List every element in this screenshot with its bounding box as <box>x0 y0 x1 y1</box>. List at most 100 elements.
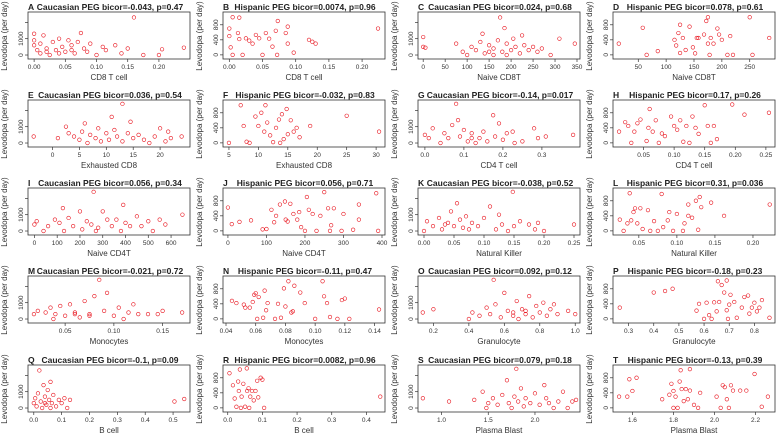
data-point <box>640 226 645 232</box>
data-point <box>712 300 717 305</box>
scatter-panel-n: N Hispanic PEG bicor=-0.11, p=0.47 0.04 0.0… <box>195 264 390 352</box>
data-point <box>226 140 232 145</box>
data-point <box>490 396 496 401</box>
x-tick-label: 100 <box>462 64 473 71</box>
data-point <box>237 219 242 224</box>
data-point <box>288 118 293 123</box>
data-point <box>45 387 50 393</box>
x-tick-label: 0.2 <box>498 152 507 159</box>
data-point <box>291 50 296 55</box>
data-point <box>634 375 639 380</box>
x-tick-label: 0.20 <box>356 64 369 71</box>
data-point <box>284 106 289 112</box>
data-point <box>85 140 90 146</box>
data-point <box>250 299 255 305</box>
data-point <box>123 220 128 225</box>
x-tick-label: 0.2 <box>293 417 302 424</box>
panel-title: Hispanic PEG bicor=-0.032, p=0.83 <box>235 90 375 100</box>
data-point <box>675 405 680 410</box>
data-point <box>421 34 426 40</box>
data-point <box>671 405 676 410</box>
data-point <box>238 103 243 108</box>
data-point <box>463 214 469 219</box>
x-tick-label: 100 <box>661 64 672 71</box>
panel-letter: Q <box>28 355 35 365</box>
data-point <box>682 221 687 226</box>
x-axis-label: B cell <box>99 426 119 435</box>
x-tick-label: 1.8 <box>669 417 678 424</box>
data-point <box>236 388 241 394</box>
data-point <box>705 123 710 129</box>
data-point <box>724 278 729 283</box>
data-point <box>32 38 37 43</box>
x-tick-label: 0 <box>421 64 425 71</box>
data-point <box>234 404 239 409</box>
data-point <box>374 191 379 196</box>
data-point <box>78 30 84 36</box>
x-axis-label: CD8 T cell <box>285 73 322 82</box>
x-axis-label: Natural Killer <box>671 249 717 258</box>
panel-letter: T <box>613 355 619 365</box>
plot-frame <box>417 364 581 413</box>
data-point <box>163 222 168 227</box>
panel-title: Caucasian PEG bicor=-0.14, p=0.017 <box>427 90 574 100</box>
y-axis-label: Levodopa (per day) <box>195 265 204 335</box>
data-point <box>451 224 457 229</box>
data-point <box>65 405 70 411</box>
data-point <box>539 46 544 51</box>
data-point <box>675 127 680 132</box>
plot-frame <box>27 275 191 324</box>
panel-letter: B <box>223 2 229 12</box>
data-point <box>82 121 87 126</box>
y-tick-label: 800 <box>603 107 610 118</box>
panel-title: Caucasian PEG bicor=0.056, p=0.34 <box>38 178 182 188</box>
data-point <box>260 52 265 57</box>
plot-frame <box>27 11 191 60</box>
data-point <box>229 298 235 303</box>
data-point <box>125 46 130 51</box>
plot-frame <box>27 364 191 413</box>
data-point <box>482 51 487 56</box>
x-tick-label: 0.12 <box>339 328 352 335</box>
y-tick-label: 400 <box>603 34 610 45</box>
data-point <box>236 379 241 384</box>
data-point <box>448 209 454 214</box>
data-point <box>48 405 53 411</box>
panel-title: Caucasian PEG bicor=0.079, p=0.18 <box>428 355 572 365</box>
x-tick-label: 1.0 <box>437 417 446 424</box>
data-point <box>511 224 517 229</box>
x-tick-label: 0.05 <box>637 152 650 159</box>
data-point <box>118 228 124 234</box>
data-point <box>48 305 53 310</box>
data-point <box>629 140 634 145</box>
x-tick-label: 0.08 <box>279 328 292 335</box>
data-point <box>56 36 62 41</box>
data-point <box>677 22 683 27</box>
data-point <box>38 51 43 56</box>
data-point <box>84 219 89 224</box>
data-point <box>693 198 699 203</box>
x-tick-label: 0.15 <box>121 64 134 71</box>
x-tick-label: 0.10 <box>478 240 491 247</box>
panel-title: Hispanic PEG bicor=0.0074, p=0.96 <box>234 2 376 12</box>
data-point <box>728 383 734 388</box>
data-point <box>237 367 242 372</box>
data-point <box>166 129 171 134</box>
panel-title: Hispanic PEG bicor=0.078, p=0.61 <box>627 2 764 12</box>
x-tick-label: 30 <box>372 152 380 159</box>
x-tick-label: 600 <box>166 240 177 247</box>
data-point <box>72 51 77 56</box>
data-point <box>623 120 628 125</box>
data-point <box>275 301 281 306</box>
x-tick-label: 0.2 <box>429 328 438 335</box>
data-point <box>246 386 251 391</box>
data-point <box>69 43 74 48</box>
data-point <box>53 404 59 409</box>
data-point <box>87 312 92 317</box>
data-point <box>281 286 287 291</box>
data-point <box>537 310 542 315</box>
data-point <box>420 310 425 315</box>
data-point <box>227 33 232 39</box>
data-point <box>424 219 430 224</box>
panel-letter: I <box>28 178 30 188</box>
